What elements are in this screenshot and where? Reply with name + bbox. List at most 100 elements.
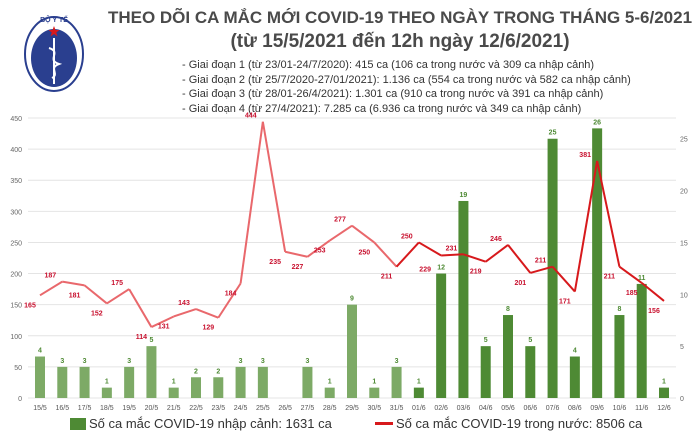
bar bbox=[659, 387, 669, 398]
bar bbox=[168, 387, 179, 398]
bar-value-label: 8 bbox=[506, 306, 510, 313]
bar-value-label: 3 bbox=[127, 358, 131, 365]
x-tick-label: 31/5 bbox=[390, 405, 404, 412]
bar bbox=[146, 346, 157, 398]
line-value-label: 129 bbox=[202, 325, 214, 332]
x-tick-label: 22/5 bbox=[189, 405, 203, 412]
phase-4: - Giai đoạn 4 (từ 27/4/2021): 7.285 ca (… bbox=[182, 102, 582, 115]
x-tick-label: 15/5 bbox=[33, 405, 47, 412]
line-value-label: 187 bbox=[44, 273, 56, 280]
x-tick-label: 05/6 bbox=[501, 405, 515, 412]
line-segment bbox=[195, 308, 219, 319]
bar-value-label: 19 bbox=[460, 192, 468, 199]
y-left-tick-label: 200 bbox=[10, 272, 22, 279]
bar-value-label: 1 bbox=[172, 379, 176, 386]
line-value-label: 114 bbox=[136, 334, 147, 341]
y-left-tick-label: 150 bbox=[10, 303, 22, 310]
line-value-label: 246 bbox=[490, 236, 502, 243]
line-segment bbox=[507, 244, 532, 274]
line-segment bbox=[150, 315, 175, 328]
line-segment bbox=[596, 160, 621, 267]
y-left-tick-label: 400 bbox=[10, 147, 22, 154]
line-value-label: 143 bbox=[178, 300, 190, 307]
line-value-label: 211 bbox=[604, 274, 615, 281]
legend-bar-label: Số ca mắc COVID-19 nhập cảnh: 1631 ca bbox=[89, 416, 332, 431]
bar bbox=[391, 366, 402, 398]
line-value-label: 165 bbox=[24, 302, 36, 309]
line-segment bbox=[530, 265, 553, 274]
phase-summary: - Giai đoạn 1 (từ 23/01-24/7/2020): 415 … bbox=[182, 58, 631, 116]
y-right-tick-label: 10 bbox=[680, 292, 688, 299]
line-segment bbox=[418, 241, 442, 257]
x-tick-label: 16/5 bbox=[55, 405, 69, 412]
legend-bar-swatch bbox=[70, 417, 86, 430]
y-right-tick-label: 5 bbox=[680, 344, 684, 351]
x-tick-label: 10/6 bbox=[613, 405, 627, 412]
y-right-tick-label: 0 bbox=[680, 396, 684, 403]
y-right-tick-label: 20 bbox=[680, 189, 688, 196]
line-value-label: 156 bbox=[648, 308, 660, 315]
line-value-label: 381 bbox=[579, 152, 591, 159]
x-tick-label: 06/6 bbox=[523, 405, 537, 412]
bar-value-label: 4 bbox=[573, 348, 577, 355]
bar bbox=[57, 366, 68, 398]
x-tick-label: 01/6 bbox=[412, 405, 426, 412]
line-value-label: 250 bbox=[358, 249, 370, 256]
line-value-label: 253 bbox=[314, 248, 326, 255]
line-value-label: 175 bbox=[111, 280, 123, 287]
line-value-label: 185 bbox=[626, 290, 638, 297]
title-line-2: (từ 15/5/2021 đến 12h ngày 12/6/2021) bbox=[230, 31, 570, 52]
legend-bar: Số ca mắc COVID-19 nhập cảnh: 1631 ca bbox=[70, 416, 332, 431]
x-tick-label: 17/5 bbox=[78, 405, 92, 412]
line-segment bbox=[306, 239, 331, 258]
x-tick-label: 12/6 bbox=[657, 405, 671, 412]
bar-value-label: 2 bbox=[216, 368, 220, 375]
line-value-label: 250 bbox=[401, 233, 413, 240]
y-left-tick-label: 0 bbox=[18, 396, 22, 403]
line-value-label: 171 bbox=[559, 299, 571, 306]
line-segment bbox=[39, 280, 63, 297]
bar-value-label: 4 bbox=[38, 348, 42, 355]
x-tick-label: 30/5 bbox=[367, 405, 381, 412]
bar bbox=[503, 315, 513, 398]
bar-value-label: 8 bbox=[617, 306, 621, 313]
bar bbox=[413, 387, 424, 398]
bar bbox=[525, 346, 536, 398]
line-value-label: 181 bbox=[69, 292, 81, 299]
line-segment bbox=[463, 253, 487, 263]
bar bbox=[480, 346, 491, 398]
bar bbox=[369, 387, 380, 398]
title-line-1-row: THEO DÕI CA MẮC MỚI COVID-19 THEO NGÀY T… bbox=[100, 6, 700, 30]
line-segment bbox=[551, 266, 576, 293]
line-segment bbox=[284, 250, 308, 258]
bar-value-label: 11 bbox=[638, 275, 646, 282]
x-tick-label: 25/5 bbox=[256, 405, 270, 412]
x-tick-label: 27/5 bbox=[301, 405, 315, 412]
bar bbox=[547, 138, 558, 399]
bar bbox=[592, 128, 603, 399]
bar-value-label: 1 bbox=[417, 379, 421, 386]
line-value-label: 211 bbox=[381, 274, 392, 281]
legend-line-swatch bbox=[375, 422, 393, 425]
svg-text:BỘ Y TẾ: BỘ Y TẾ bbox=[40, 14, 68, 24]
bar bbox=[458, 200, 469, 398]
bar bbox=[35, 356, 45, 398]
phase-2: - Giai đoạn 2 (từ 25/7/2020-27/01/2021):… bbox=[182, 73, 631, 86]
bar-value-label: 26 bbox=[593, 119, 601, 126]
line-value-label: 277 bbox=[334, 217, 346, 224]
line-segment bbox=[173, 308, 197, 318]
phase-3: - Giai đoạn 3 (từ 28/01-26/4/2021): 1.30… bbox=[182, 88, 604, 100]
x-tick-label: 29/5 bbox=[345, 405, 359, 412]
line-segment bbox=[83, 284, 108, 305]
x-tick-label: 21/5 bbox=[167, 405, 181, 412]
bar-value-label: 1 bbox=[105, 379, 109, 386]
x-tick-label: 09/6 bbox=[590, 405, 604, 412]
bar bbox=[569, 356, 580, 398]
line-value-label: 235 bbox=[269, 259, 281, 266]
line-value-label: 219 bbox=[470, 269, 482, 276]
bar-value-label: 9 bbox=[350, 296, 354, 303]
bar bbox=[79, 366, 90, 398]
line-segment bbox=[62, 280, 85, 287]
line-value-label: 231 bbox=[446, 245, 458, 252]
